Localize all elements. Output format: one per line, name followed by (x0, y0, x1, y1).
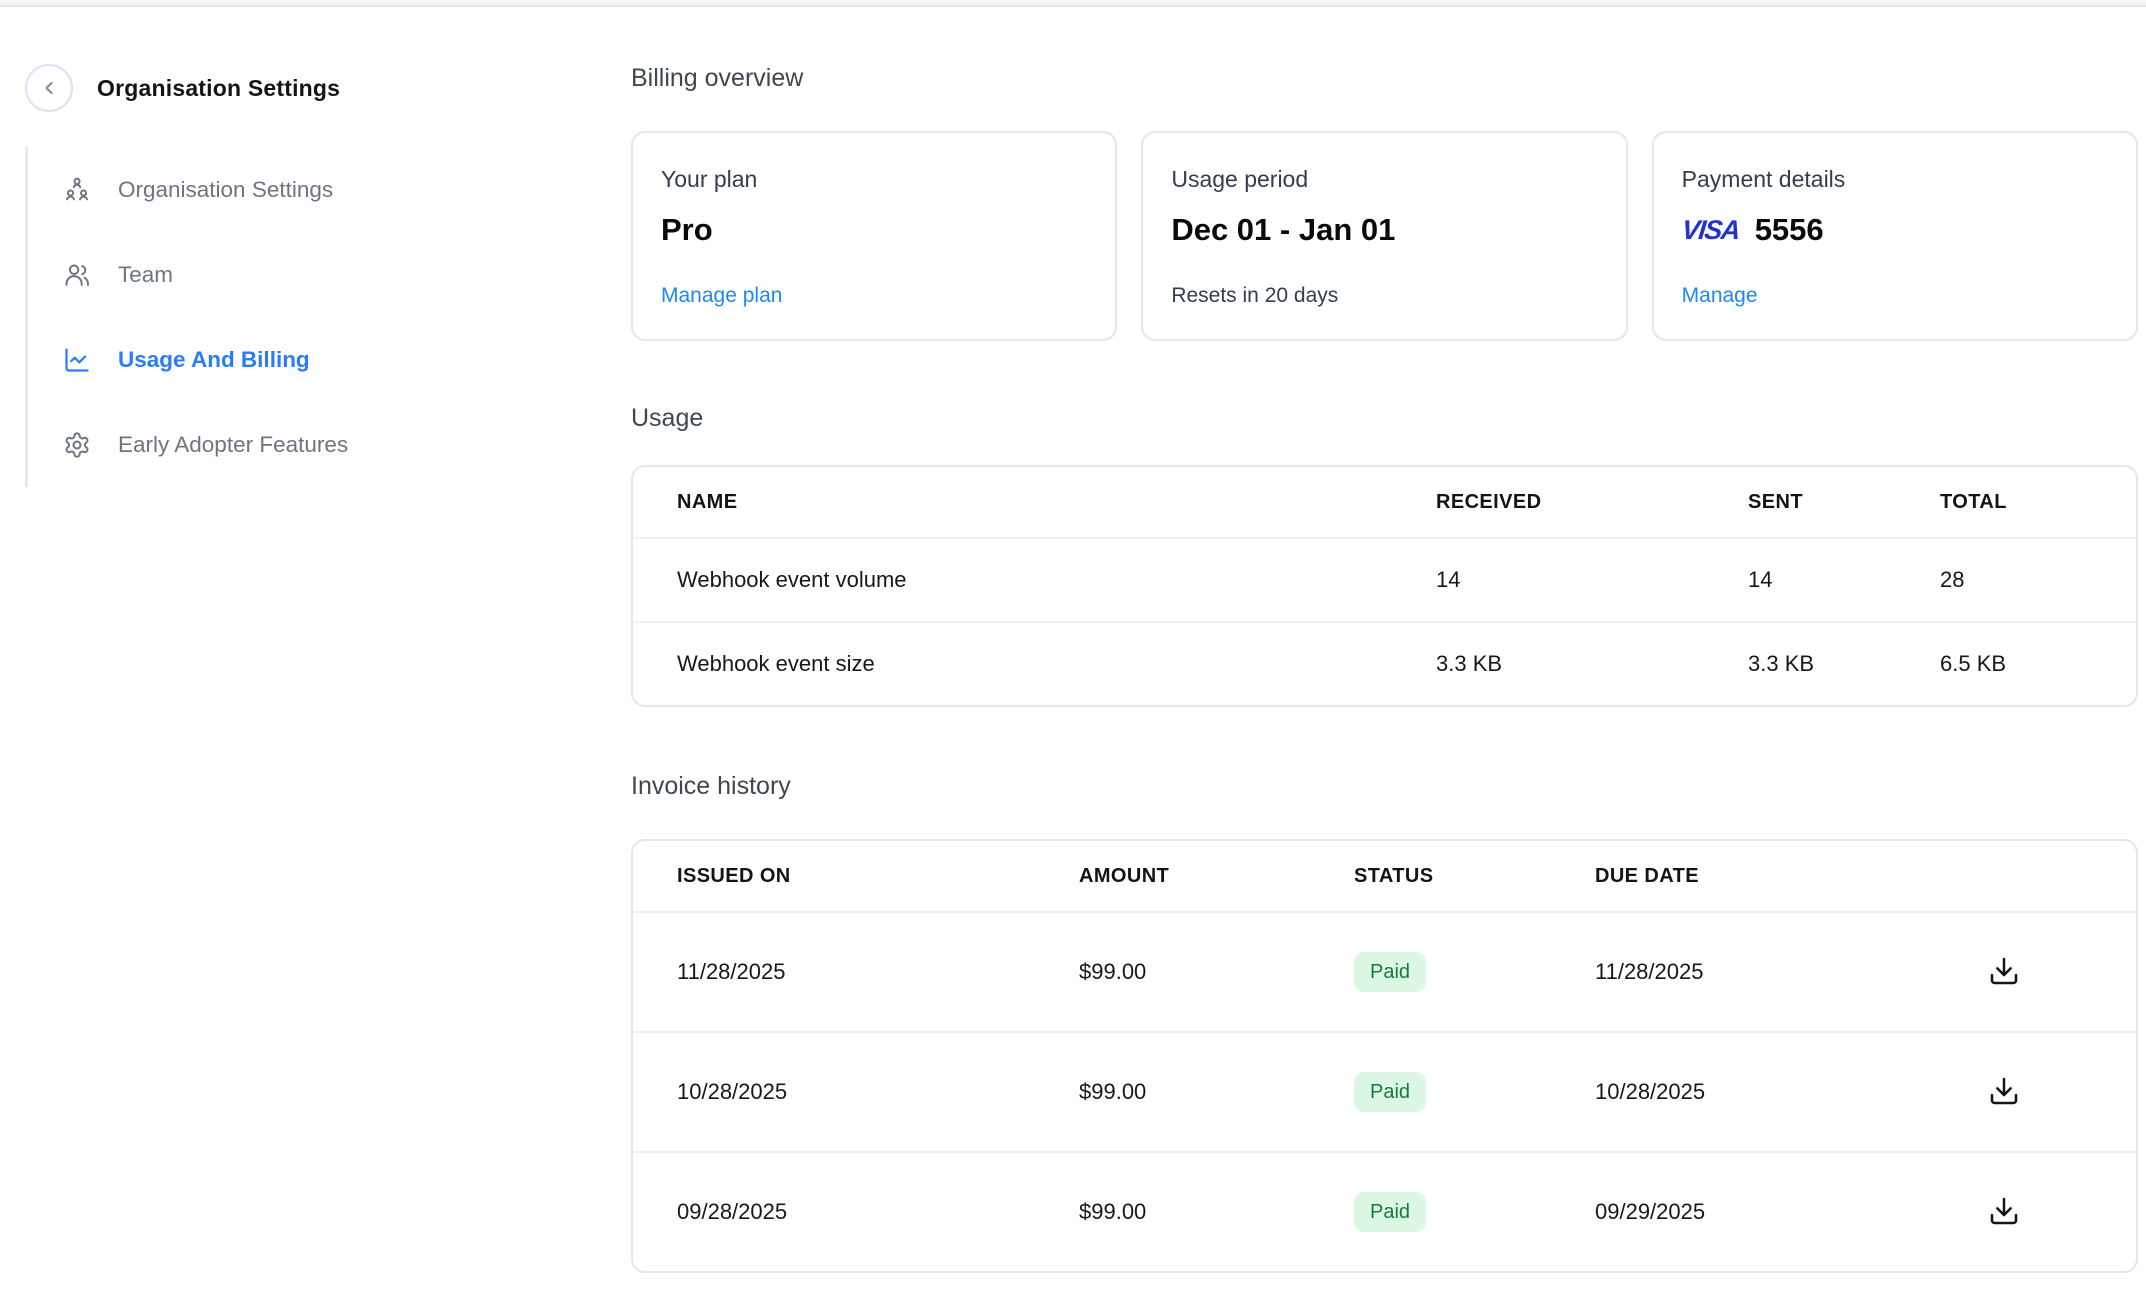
invoice-due-cell: 09/29/2025 (1595, 1199, 1706, 1224)
usage-table-header: NAME RECEIVED SENT TOTAL (633, 467, 2136, 537)
usage-received-cell: 3.3 KB (1436, 651, 1503, 676)
sidebar-item-label: Organisation Settings (118, 176, 334, 202)
manage-payment-link[interactable]: Manage (1681, 284, 1758, 307)
table-row: 10/28/2025 $99.00 Paid 10/28/2025 (633, 1031, 2136, 1151)
usage-table-body: Webhook event volume 14 14 28 Webhook ev… (633, 537, 2136, 705)
download-invoice-button[interactable] (1984, 951, 2024, 991)
usage-period-label: Usage period (1171, 166, 1309, 192)
visa-logo: VISA (1680, 215, 1741, 245)
column-header-name: NAME (677, 490, 738, 513)
payment-details-card: Payment details VISA 5556 Manage (1651, 131, 2138, 341)
plan-label: Your plan (661, 166, 758, 192)
column-header-issued-on: ISSUED ON (677, 864, 791, 887)
invoice-amount-cell: $99.00 (1079, 959, 1147, 984)
sidebar-item-label: Team (118, 261, 174, 287)
sidebar-title: Organisation Settings (97, 74, 341, 101)
manage-plan-link[interactable]: Manage plan (661, 284, 783, 307)
line-chart-icon (63, 346, 91, 374)
column-header-due-date: DUE DATE (1595, 864, 1699, 887)
section-title-invoice-history: Invoice history (631, 772, 791, 800)
usage-total-cell: 6.5 KB (1940, 651, 2007, 676)
sidebar-header: Organisation Settings (0, 64, 631, 112)
status-badge: Paid (1354, 1192, 1427, 1232)
column-header-received: RECEIVED (1436, 490, 1542, 513)
sidebar-item-label: Early Adopter Features (118, 431, 349, 457)
page: Organisation Settings Organisation Setti… (0, 7, 2146, 1273)
invoice-amount-cell: $99.00 (1079, 1199, 1147, 1224)
column-header-total: TOTAL (1940, 490, 2007, 513)
sidebar-nav: Organisation Settings Team Usage An (25, 147, 631, 487)
billing-cards: Your plan Pro Manage plan Usage period D… (631, 131, 2138, 341)
table-row: 09/28/2025 $99.00 Paid 09/29/2025 (633, 1151, 2136, 1271)
invoice-due-cell: 10/28/2025 (1595, 1079, 1706, 1104)
column-header-sent: SENT (1748, 490, 1803, 513)
download-invoice-button[interactable] (1984, 1071, 2024, 1111)
billing-page: Billing overview Your plan Pro Manage pl… (631, 7, 2146, 1273)
column-header-amount: AMOUNT (1079, 864, 1170, 887)
invoice-due-cell: 11/28/2025 (1595, 959, 1704, 984)
section-title-usage: Usage (631, 404, 704, 432)
sidebar-item-early-adopter-features[interactable]: Early Adopter Features (28, 402, 631, 487)
payment-details-label: Payment details (1681, 166, 1846, 192)
usage-period-value: Dec 01 - Jan 01 (1171, 212, 1396, 247)
table-row: Webhook event size 3.3 KB 3.3 KB 6.5 KB (633, 621, 2136, 705)
invoice-amount-cell: $99.00 (1079, 1079, 1147, 1104)
usage-name-cell: Webhook event size (677, 651, 875, 676)
usage-period-note: Resets in 20 days (1171, 284, 1339, 307)
org-hierarchy-icon (63, 176, 91, 204)
status-badge: Paid (1354, 952, 1427, 992)
download-icon (1988, 955, 2020, 987)
download-icon (1988, 1075, 2020, 1107)
section-title-billing-overview: Billing overview (631, 64, 804, 92)
plan-card: Your plan Pro Manage plan (631, 131, 1118, 341)
usage-sent-cell: 14 (1748, 567, 1773, 592)
top-toolbar-edge (0, 0, 2146, 7)
column-header-status: STATUS (1354, 864, 1434, 887)
table-row: 11/28/2025 $99.00 Paid 11/28/2025 (633, 911, 2136, 1031)
sidebar-item-team[interactable]: Team (28, 232, 631, 317)
plan-value: Pro (661, 212, 713, 247)
invoice-issued-cell: 10/28/2025 (677, 1079, 788, 1104)
usage-sent-cell: 3.3 KB (1748, 651, 1815, 676)
card-last4: 5556 (1754, 212, 1824, 247)
payment-method-row: VISA 5556 (1680, 211, 2108, 249)
users-icon (63, 261, 91, 289)
usage-received-cell: 14 (1436, 567, 1461, 592)
gear-icon (63, 431, 91, 459)
invoice-table-header: ISSUED ON AMOUNT STATUS DUE DATE (633, 841, 2136, 911)
sidebar-item-organisation-settings[interactable]: Organisation Settings (28, 147, 631, 232)
usage-period-card: Usage period Dec 01 - Jan 01 Resets in 2… (1141, 131, 1628, 341)
back-button[interactable] (25, 64, 73, 112)
usage-total-cell: 28 (1940, 567, 1965, 592)
table-row: Webhook event volume 14 14 28 (633, 537, 2136, 621)
sidebar-item-label: Usage And Billing (118, 346, 310, 372)
invoice-issued-cell: 11/28/2025 (677, 959, 786, 984)
invoice-table-body: 11/28/2025 $99.00 Paid 11/28/2025 10/28/… (633, 911, 2136, 1271)
settings-sidebar: Organisation Settings Organisation Setti… (0, 7, 631, 1273)
invoice-issued-cell: 09/28/2025 (677, 1199, 788, 1224)
sidebar-item-usage-and-billing[interactable]: Usage And Billing (28, 317, 631, 402)
usage-table: NAME RECEIVED SENT TOTAL Webhook event v… (631, 465, 2138, 707)
invoice-history-table: ISSUED ON AMOUNT STATUS DUE DATE 11/28/2… (631, 839, 2138, 1273)
chevron-left-icon (39, 78, 59, 98)
download-icon (1988, 1195, 2020, 1227)
status-badge: Paid (1354, 1072, 1427, 1112)
usage-name-cell: Webhook event volume (677, 567, 907, 592)
download-invoice-button[interactable] (1984, 1191, 2024, 1231)
